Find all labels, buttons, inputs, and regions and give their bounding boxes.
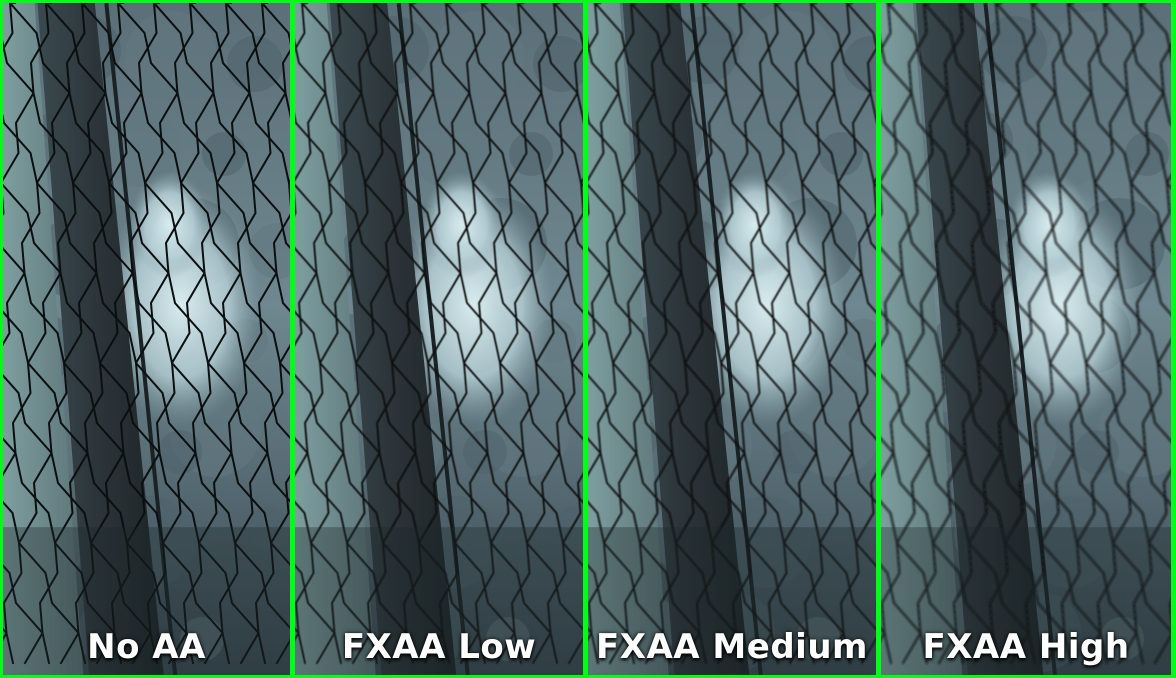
panel-caption: FXAA High	[922, 627, 1130, 667]
panel-caption: FXAA Low	[341, 627, 537, 667]
panel-fxaa-low: FXAA Low	[295, 3, 583, 675]
panel-caption: No AA	[87, 627, 206, 667]
scene-image	[588, 3, 876, 675]
panel-fxaa-medium: FXAA Medium	[588, 3, 876, 675]
scene-image	[881, 3, 1171, 675]
scene-image	[3, 3, 290, 675]
panel-fxaa-high: FXAA High	[881, 3, 1171, 675]
scene-image	[295, 3, 583, 675]
panel-no-aa: No AA	[3, 3, 290, 675]
panel-caption: FXAA Medium	[596, 627, 868, 667]
